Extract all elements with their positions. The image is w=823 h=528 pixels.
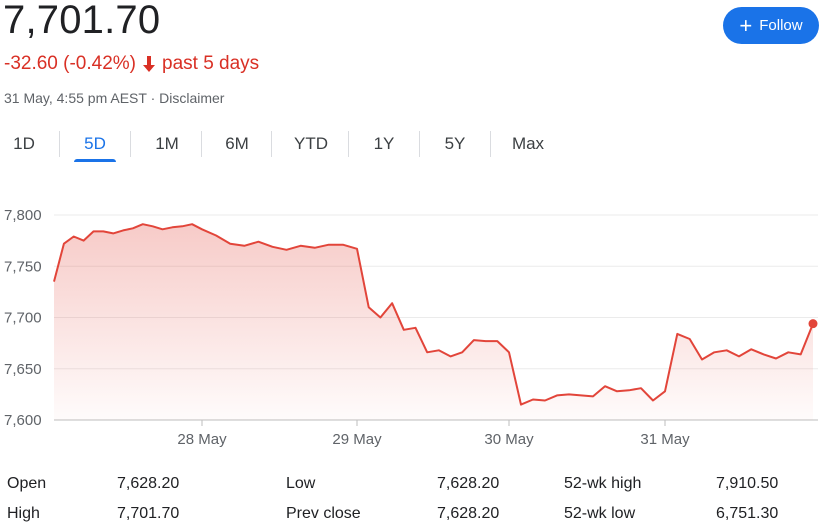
stat-label-52wk-low: 52-wk low: [564, 505, 636, 522]
y-tick-label: 7,650: [4, 361, 42, 378]
x-tick-label: 28 May: [177, 431, 227, 448]
time-range-tabs: 1D 5D 1M 6M YTD 1Y 5Y Max: [0, 128, 560, 162]
quote-timestamp: 31 May, 4:55 pm AEST: [4, 90, 147, 106]
tab-5d[interactable]: 5D: [74, 128, 116, 162]
tab-divider: [490, 131, 491, 157]
stat-value-high: 7,701.70: [117, 505, 180, 522]
tab-1m[interactable]: 1M: [145, 128, 189, 160]
tab-1y[interactable]: 1Y: [363, 128, 405, 160]
tab-label: YTD: [294, 134, 328, 153]
change-period: past 5 days: [162, 53, 260, 74]
quote-meta: 31 May, 4:55 pm AEST · Disclaimer: [4, 89, 224, 107]
tab-label: 5Y: [444, 134, 466, 153]
tab-divider: [201, 131, 202, 157]
x-tick-label: 30 May: [484, 431, 534, 448]
price-change: -32.60 (-0.42%): [4, 53, 137, 74]
stat-value-52wk-low: 6,751.30: [716, 505, 779, 522]
tab-divider: [348, 131, 349, 157]
stat-label-open: Open: [7, 475, 47, 492]
y-tick-label: 7,700: [4, 310, 42, 327]
plus-icon: +: [739, 12, 753, 38]
stat-label-52wk-high: 52-wk high: [564, 475, 642, 492]
stat-value-low: 7,628.20: [437, 475, 500, 492]
price-line: [53, 223, 814, 406]
tab-label: 1Y: [373, 134, 395, 153]
tab-label: 1D: [13, 134, 35, 153]
stat-value-open: 7,628.20: [117, 475, 180, 492]
y-tick-label: 7,800: [4, 207, 42, 224]
latest-price-point: [808, 319, 818, 329]
arrow-down-icon: [143, 56, 156, 72]
stat-label-prev-close: Prev close: [286, 505, 361, 522]
tab-label: 6M: [225, 134, 249, 153]
price-area-fill: [54, 224, 813, 420]
stat-value-52wk-high: 7,910.50: [716, 475, 779, 492]
tab-label: Max: [511, 134, 545, 153]
current-price: 7,701.70: [3, 0, 161, 42]
stat-value-prev-close: 7,628.20: [437, 505, 500, 522]
x-tick-label: 31 May: [640, 431, 690, 448]
follow-button[interactable]: + Follow: [723, 7, 819, 44]
follow-label: Follow: [759, 17, 803, 34]
y-tick-label: 7,750: [4, 258, 42, 275]
tab-divider: [59, 131, 60, 157]
price-chart[interactable]: 7,800 7,750 7,700 7,650 7,600 28 May 29 May 30 …: [0, 190, 823, 460]
price-change-row: -32.60 (-0.42%) past 5 days: [4, 52, 259, 76]
tab-divider: [130, 131, 131, 157]
tab-divider: [271, 131, 272, 157]
tab-label: 5D: [84, 134, 106, 153]
meta-separator: ·: [150, 90, 156, 106]
y-tick-label: 7,600: [4, 412, 42, 429]
stat-label-low: Low: [286, 475, 316, 492]
tab-1d[interactable]: 1D: [3, 128, 45, 160]
disclaimer-link[interactable]: Disclaimer: [159, 90, 225, 106]
tab-ytd[interactable]: YTD: [285, 128, 337, 160]
tab-max[interactable]: Max: [504, 128, 552, 160]
stat-label-high: High: [7, 505, 40, 522]
tab-label: 1M: [155, 134, 179, 153]
tab-6m[interactable]: 6M: [215, 128, 259, 160]
tab-5y[interactable]: 5Y: [434, 128, 476, 160]
x-tick-label: 29 May: [332, 431, 382, 448]
active-tab-indicator: [74, 159, 116, 162]
tab-divider: [419, 131, 420, 157]
